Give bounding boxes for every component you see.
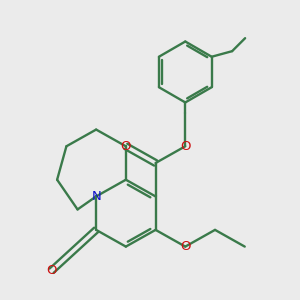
Text: O: O bbox=[46, 264, 57, 277]
Text: O: O bbox=[180, 240, 190, 253]
Text: N: N bbox=[91, 190, 101, 203]
Text: O: O bbox=[121, 140, 131, 153]
Text: O: O bbox=[180, 140, 190, 153]
